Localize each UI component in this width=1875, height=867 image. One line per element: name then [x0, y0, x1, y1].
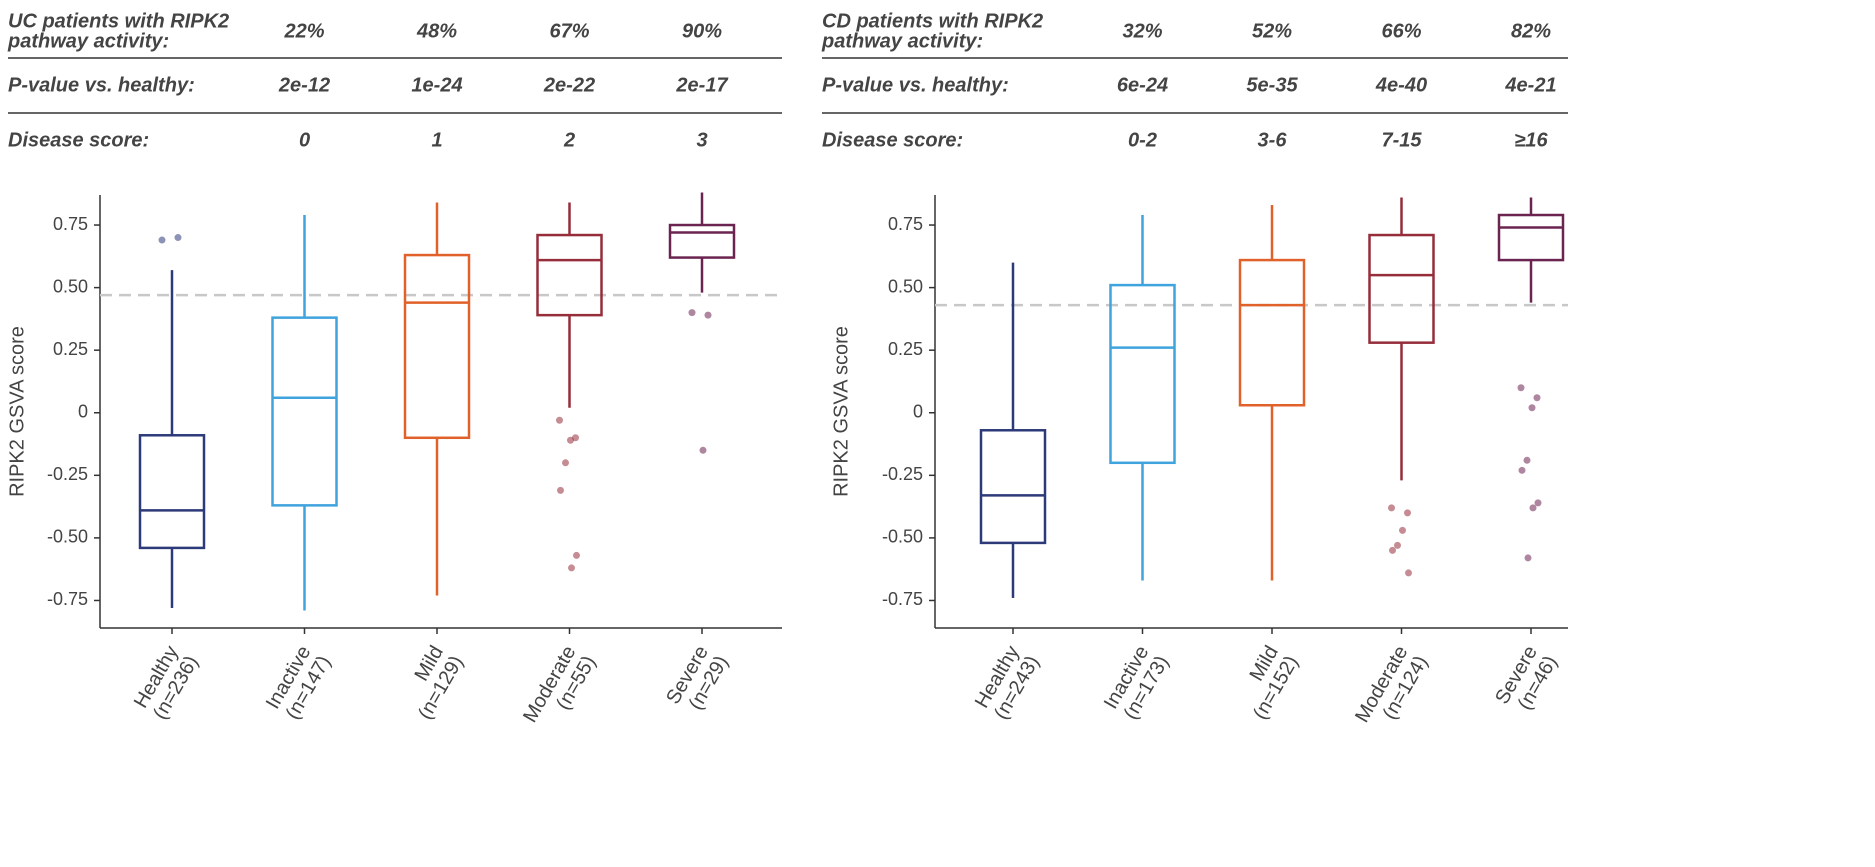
- y-tick-label: -0.25: [47, 464, 88, 484]
- outlier-point: [573, 551, 580, 559]
- outlier-point: [688, 309, 696, 317]
- y-tick-label: -0.50: [47, 527, 88, 547]
- outlier-point: [1389, 546, 1396, 554]
- header-value: 4e-40: [1375, 74, 1427, 96]
- outlier-point: [567, 436, 574, 444]
- header-value: 3: [696, 129, 707, 151]
- outlier-point: [1528, 404, 1536, 412]
- outlier-point: [1388, 504, 1395, 512]
- header-label: pathway activity:: [821, 30, 983, 52]
- header-label: UC patients with RIPK2: [8, 10, 229, 32]
- outlier-point: [557, 486, 564, 494]
- y-tick-label: 0.75: [53, 214, 88, 234]
- header-value: 4e-21: [1504, 74, 1556, 96]
- header-value: 0-2: [1128, 129, 1157, 151]
- outlier-point: [1394, 541, 1401, 549]
- header-value: 67%: [549, 20, 589, 42]
- outlier-point: [158, 236, 166, 244]
- box: [1368, 233, 1435, 344]
- box: [668, 223, 736, 259]
- header-value: 82%: [1511, 20, 1551, 42]
- outlier-point: [1523, 456, 1531, 464]
- outlier-point: [1404, 509, 1411, 517]
- outlier-point: [1529, 504, 1537, 512]
- header-value: 7-15: [1381, 129, 1422, 151]
- outlier-point: [699, 446, 707, 454]
- header-value: 6e-24: [1117, 74, 1168, 96]
- box: [138, 434, 206, 550]
- box: [271, 316, 338, 507]
- header-value: 32%: [1122, 20, 1162, 42]
- header-label: P-value vs. healthy:: [822, 74, 1009, 96]
- header-label: P-value vs. healthy:: [8, 74, 195, 96]
- box: [1109, 283, 1176, 465]
- outlier-point: [1399, 526, 1406, 534]
- outlier-point: [1517, 384, 1525, 392]
- header-value: 2e-22: [543, 74, 595, 96]
- header-label: pathway activity:: [7, 30, 169, 52]
- box: [1238, 258, 1306, 407]
- header-value: 66%: [1381, 20, 1421, 42]
- header-value: 3-6: [1258, 129, 1288, 151]
- header-value: 1e-24: [411, 74, 462, 96]
- outlier-point: [174, 234, 182, 242]
- y-tick-label: -0.75: [47, 589, 88, 609]
- y-tick-label: 0.50: [888, 276, 923, 296]
- header-value: 2e-12: [278, 74, 330, 96]
- header-value: 52%: [1252, 20, 1292, 42]
- box: [403, 253, 471, 440]
- y-axis-label: RIPK2 GSVA score: [6, 326, 28, 497]
- y-axis-label: RIPK2 GSVA score: [830, 326, 852, 497]
- y-tick-label: 0.50: [53, 276, 88, 296]
- outlier-point: [1533, 394, 1541, 402]
- y-tick-label: -0.25: [882, 464, 923, 484]
- header-value: ≥16: [1514, 129, 1548, 151]
- y-tick-label: 0.25: [53, 339, 88, 359]
- box: [1497, 213, 1565, 262]
- outlier-point: [568, 564, 575, 572]
- outlier-point: [1524, 554, 1532, 562]
- header-value: 90%: [682, 20, 722, 42]
- header-label: Disease score:: [822, 129, 963, 151]
- header-label: CD patients with RIPK2: [822, 10, 1043, 32]
- header-value: 5e-35: [1246, 74, 1298, 96]
- y-tick-label: 0: [913, 402, 923, 422]
- outlier-point: [562, 459, 569, 467]
- y-tick-label: -0.75: [882, 589, 923, 609]
- header-value: 0: [299, 129, 310, 151]
- y-tick-label: 0.25: [888, 339, 923, 359]
- header-value: 48%: [416, 20, 457, 42]
- box: [536, 233, 603, 317]
- outlier-point: [1518, 466, 1526, 474]
- header-value: 2e-17: [675, 74, 728, 96]
- header-value: 22%: [283, 20, 324, 42]
- box: [979, 429, 1047, 545]
- outlier-point: [1405, 569, 1412, 577]
- outlier-point: [704, 311, 712, 319]
- header-label: Disease score:: [8, 129, 149, 151]
- header-value: 2: [563, 129, 575, 151]
- header-value: 1: [431, 129, 442, 151]
- y-tick-label: 0: [78, 402, 88, 422]
- outlier-point: [1534, 499, 1542, 507]
- y-tick-label: 0.75: [888, 214, 923, 234]
- outlier-point: [556, 416, 563, 424]
- y-tick-label: -0.50: [882, 527, 923, 547]
